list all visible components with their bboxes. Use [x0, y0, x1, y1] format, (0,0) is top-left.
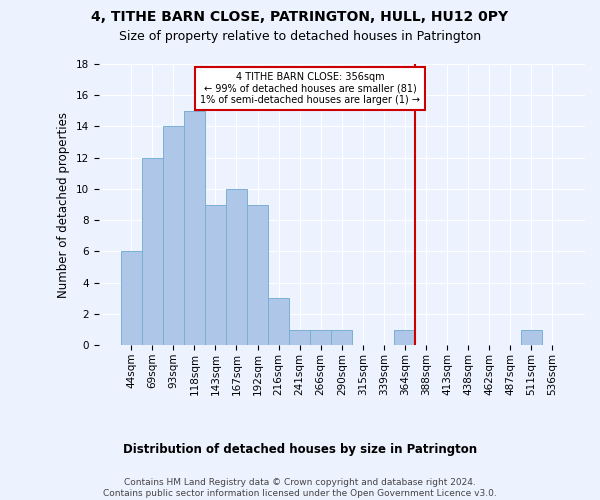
Bar	[205, 204, 226, 345]
Bar	[121, 252, 142, 345]
Text: Contains HM Land Registry data © Crown copyright and database right 2024.
Contai: Contains HM Land Registry data © Crown c…	[103, 478, 497, 498]
Bar	[394, 330, 415, 345]
Bar	[289, 330, 310, 345]
Bar	[268, 298, 289, 345]
Text: 4 TITHE BARN CLOSE: 356sqm
← 99% of detached houses are smaller (81)
1% of semi-: 4 TITHE BARN CLOSE: 356sqm ← 99% of deta…	[200, 72, 420, 105]
Bar	[247, 204, 268, 345]
Bar	[226, 189, 247, 345]
Text: 4, TITHE BARN CLOSE, PATRINGTON, HULL, HU12 0PY: 4, TITHE BARN CLOSE, PATRINGTON, HULL, H…	[91, 10, 509, 24]
Bar	[521, 330, 542, 345]
Bar	[331, 330, 352, 345]
Bar	[142, 158, 163, 345]
Text: Distribution of detached houses by size in Patrington: Distribution of detached houses by size …	[123, 442, 477, 456]
Bar	[310, 330, 331, 345]
Y-axis label: Number of detached properties: Number of detached properties	[57, 112, 70, 298]
Text: Size of property relative to detached houses in Patrington: Size of property relative to detached ho…	[119, 30, 481, 43]
Bar	[184, 111, 205, 345]
Bar	[163, 126, 184, 345]
